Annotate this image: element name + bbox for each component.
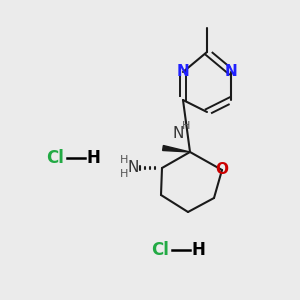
Text: N: N [172,127,184,142]
Text: H: H [191,241,205,259]
Text: Cl: Cl [151,241,169,259]
Text: H: H [182,121,190,131]
Text: N: N [225,64,237,80]
Text: H: H [86,149,100,167]
Polygon shape [163,146,190,152]
Text: H: H [120,155,128,165]
Text: O: O [215,163,229,178]
Text: N: N [177,64,189,80]
Text: Cl: Cl [46,149,64,167]
Text: H: H [120,169,128,179]
Text: N: N [127,160,139,175]
